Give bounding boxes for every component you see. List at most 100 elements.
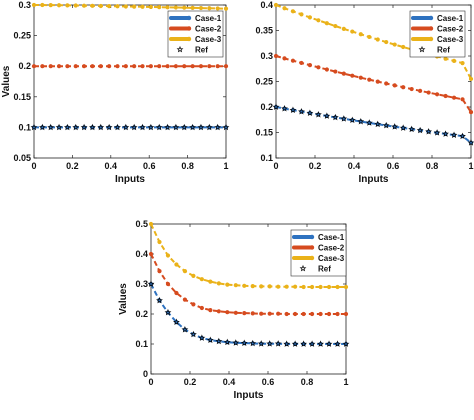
data-point <box>299 12 304 17</box>
data-point <box>81 3 87 8</box>
data-point <box>65 3 70 8</box>
chart-panel-1: 0 0.2 0.4 0.6 0.8 1 0.05 0.1 0.15 0.2 0.25 0.3 Input… <box>1 0 230 185</box>
data-point <box>335 284 340 290</box>
series-case-3 <box>148 221 349 290</box>
data-point-ref <box>89 123 96 131</box>
data-point <box>358 75 363 80</box>
data-point <box>443 56 448 61</box>
data-point-ref <box>197 123 205 131</box>
y-tick-label: 0.1 <box>18 122 31 132</box>
data-point-ref <box>55 123 63 131</box>
data-point <box>259 284 264 289</box>
series-ref <box>30 123 230 131</box>
data-point <box>341 71 346 76</box>
data-point-ref <box>97 123 105 131</box>
y-tick-label: 0.3 <box>18 0 31 10</box>
data-point-ref <box>80 123 88 131</box>
data-point <box>259 311 264 316</box>
data-point <box>468 76 474 82</box>
data-point <box>358 32 363 37</box>
data-point <box>333 69 338 74</box>
data-point <box>216 309 221 314</box>
data-point <box>282 56 287 61</box>
x-tick-label: 0.2 <box>66 161 79 171</box>
data-point-ref <box>391 123 399 130</box>
data-point <box>290 9 296 14</box>
data-point <box>174 290 179 296</box>
data-point-ref <box>189 123 197 131</box>
y-tick-label: 0.25 <box>13 31 31 41</box>
legend-entry: Ref <box>318 265 331 274</box>
data-point-ref <box>289 106 297 114</box>
data-point <box>316 18 321 23</box>
data-point <box>90 64 95 69</box>
x-tick-label: 0 <box>273 161 278 171</box>
data-point-ref <box>374 120 382 128</box>
data-point-ref <box>459 132 466 140</box>
data-point <box>307 63 313 68</box>
data-point-ref <box>222 123 230 131</box>
data-point <box>48 64 53 69</box>
data-point <box>98 3 103 9</box>
data-point <box>148 4 153 10</box>
data-point <box>90 3 95 8</box>
legend-entry: Ref <box>437 46 450 55</box>
data-point-ref <box>164 308 172 316</box>
data-point <box>318 311 323 317</box>
data-point-ref <box>357 117 365 125</box>
data-point <box>443 93 448 99</box>
data-point-ref <box>114 123 121 131</box>
data-point-ref <box>325 340 333 347</box>
data-point <box>157 5 162 10</box>
data-point-ref <box>314 110 322 118</box>
data-point-ref <box>298 107 305 115</box>
data-point <box>384 81 389 86</box>
data-point <box>182 269 188 274</box>
legend-entry: Case-1 <box>437 14 464 23</box>
legend-swatch-marker <box>428 36 434 42</box>
data-point-ref <box>300 340 308 347</box>
x-tick-label: 0 <box>31 161 36 171</box>
data-point <box>73 3 78 8</box>
data-point-ref <box>105 123 113 131</box>
data-point <box>233 310 238 315</box>
legend-swatch-marker <box>309 245 315 250</box>
legend-swatch-marker <box>186 26 192 31</box>
data-point <box>208 279 213 284</box>
data-point <box>267 311 272 316</box>
data-point <box>215 6 220 11</box>
data-point <box>107 4 112 9</box>
data-point <box>299 60 304 66</box>
data-point <box>434 92 440 97</box>
data-point <box>290 58 296 63</box>
legend-entry: Case-1 <box>195 14 222 23</box>
data-point-ref <box>30 123 38 131</box>
data-point <box>333 23 338 29</box>
x-axis-label: Inputs <box>359 174 389 185</box>
data-point <box>40 2 45 8</box>
data-point-ref <box>308 340 316 347</box>
y-tick-label: 0.2 <box>135 309 148 319</box>
data-point <box>367 34 372 40</box>
series-ref <box>272 103 474 146</box>
data-point <box>293 311 298 317</box>
data-point <box>198 64 204 69</box>
data-point-ref <box>342 340 350 347</box>
x-tick-label: 0.8 <box>426 161 439 171</box>
data-point-ref <box>63 123 71 131</box>
data-point-ref <box>147 123 155 131</box>
y-tick-label: 0.05 <box>13 153 31 163</box>
data-point <box>157 64 162 69</box>
data-point-ref <box>416 126 424 134</box>
data-point <box>273 2 279 8</box>
y-tick-label: 0.3 <box>135 279 148 289</box>
data-point <box>468 110 474 115</box>
data-point <box>375 79 380 84</box>
data-point-ref <box>130 123 138 131</box>
data-point-ref <box>272 103 280 110</box>
data-point <box>384 39 389 45</box>
data-point <box>418 88 423 93</box>
data-point <box>343 284 349 290</box>
x-tick-label: 0.4 <box>223 377 236 387</box>
